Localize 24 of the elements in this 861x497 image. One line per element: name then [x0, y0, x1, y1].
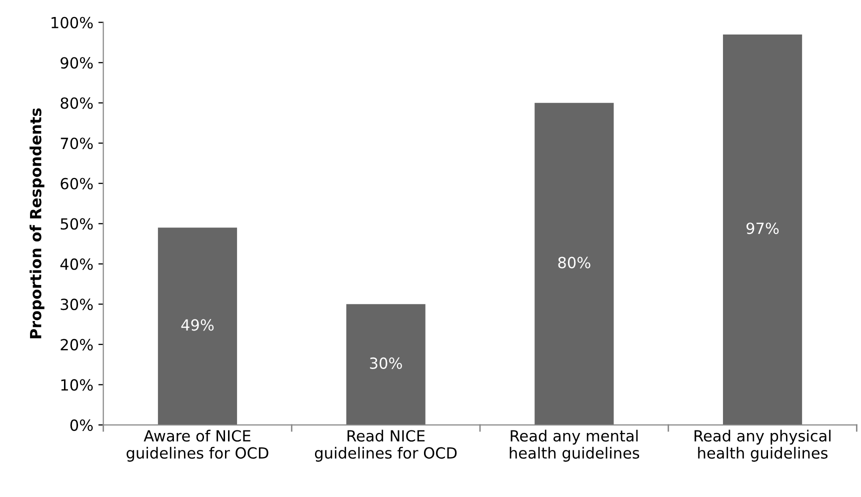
y-axis-title: Proportion of Respondents — [30, 108, 44, 338]
y-tick-label: 70% — [60, 138, 93, 150]
data-label: 49% — [181, 319, 214, 331]
bar — [534, 102, 614, 425]
bar — [158, 228, 238, 425]
y-tick-label: 60% — [60, 178, 93, 190]
x-tick-label: Aware of NICE guidelines for OCD — [126, 430, 268, 462]
y-tick-label: 30% — [60, 298, 93, 310]
y-tick-label: 100% — [52, 16, 93, 28]
y-tick-label: 20% — [60, 338, 93, 350]
y-tick-label: 80% — [60, 97, 93, 109]
y-tick-label: 0% — [70, 419, 93, 431]
y-tick-label: 50% — [60, 218, 93, 230]
bar — [346, 304, 426, 425]
data-label: 80% — [558, 256, 590, 268]
y-tick-label: 40% — [60, 258, 93, 270]
data-label: 97% — [746, 222, 779, 234]
bar — [722, 34, 802, 425]
y-tick-label: 10% — [61, 379, 93, 391]
x-tick-label: Read any mental health guidelines — [510, 430, 640, 462]
data-label: 30% — [370, 357, 402, 369]
x-tick-label: Read any physical health guidelines — [694, 430, 830, 462]
x-tick-label: Read NICE guidelines for OCD — [314, 430, 457, 462]
y-tick-label: 90% — [60, 57, 93, 69]
